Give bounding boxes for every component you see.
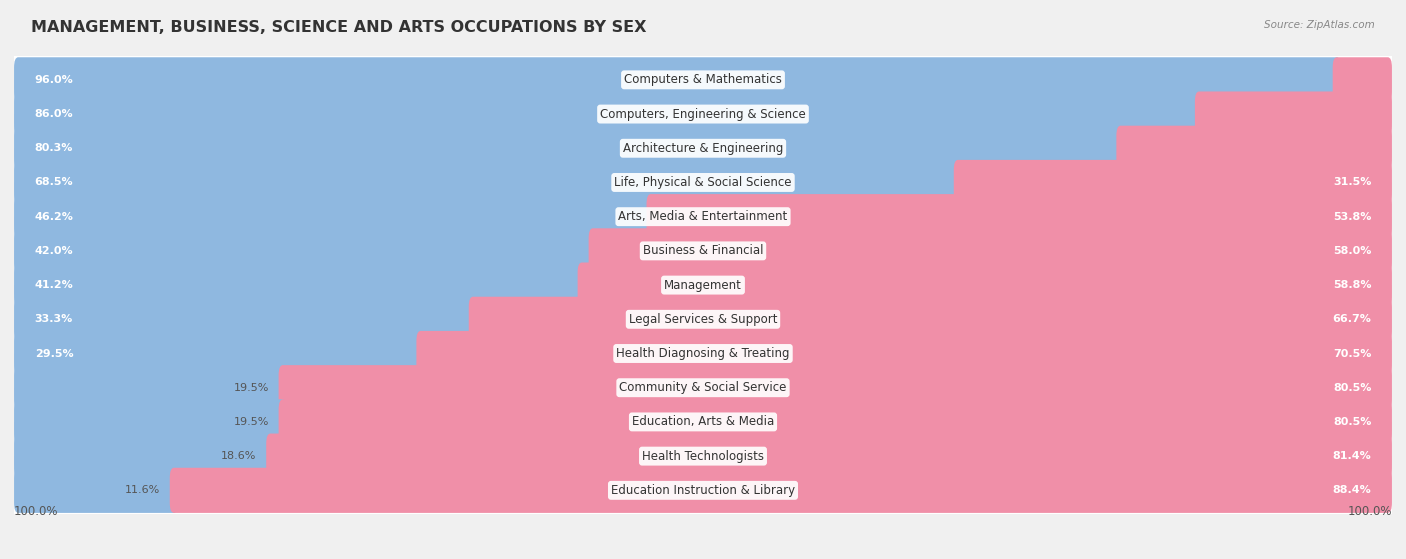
Text: Education, Arts & Media: Education, Arts & Media	[631, 415, 775, 428]
FancyBboxPatch shape	[0, 285, 1406, 353]
Text: Health Diagnosing & Treating: Health Diagnosing & Treating	[616, 347, 790, 360]
FancyBboxPatch shape	[0, 388, 1406, 456]
FancyBboxPatch shape	[14, 365, 287, 410]
FancyBboxPatch shape	[14, 92, 1204, 136]
Text: 58.8%: 58.8%	[1333, 280, 1371, 290]
FancyBboxPatch shape	[0, 353, 1406, 422]
Text: MANAGEMENT, BUSINESS, SCIENCE AND ARTS OCCUPATIONS BY SEX: MANAGEMENT, BUSINESS, SCIENCE AND ARTS O…	[31, 20, 647, 35]
Text: Business & Financial: Business & Financial	[643, 244, 763, 257]
Text: Education Instruction & Library: Education Instruction & Library	[612, 484, 794, 497]
FancyBboxPatch shape	[170, 468, 1392, 513]
FancyBboxPatch shape	[266, 434, 1392, 479]
Text: 86.0%: 86.0%	[35, 109, 73, 119]
FancyBboxPatch shape	[14, 228, 598, 273]
Text: 80.5%: 80.5%	[1333, 383, 1371, 393]
Text: 96.0%: 96.0%	[35, 75, 73, 85]
FancyBboxPatch shape	[14, 468, 179, 513]
Text: 58.0%: 58.0%	[1333, 246, 1371, 256]
FancyBboxPatch shape	[468, 297, 1392, 342]
FancyBboxPatch shape	[0, 148, 1406, 217]
FancyBboxPatch shape	[0, 114, 1406, 182]
FancyBboxPatch shape	[589, 228, 1392, 273]
FancyBboxPatch shape	[13, 463, 1393, 518]
Text: 31.5%: 31.5%	[1333, 177, 1371, 187]
FancyBboxPatch shape	[0, 251, 1406, 319]
FancyBboxPatch shape	[416, 331, 1392, 376]
Text: Computers & Mathematics: Computers & Mathematics	[624, 73, 782, 86]
Text: 18.6%: 18.6%	[221, 451, 256, 461]
Text: Source: ZipAtlas.com: Source: ZipAtlas.com	[1264, 20, 1375, 30]
Text: Management: Management	[664, 278, 742, 292]
FancyBboxPatch shape	[13, 86, 1393, 142]
FancyBboxPatch shape	[1195, 92, 1392, 136]
FancyBboxPatch shape	[13, 52, 1393, 107]
FancyBboxPatch shape	[14, 263, 586, 307]
Text: 19.5%: 19.5%	[233, 417, 269, 427]
Text: 33.3%: 33.3%	[35, 314, 73, 324]
FancyBboxPatch shape	[14, 297, 477, 342]
FancyBboxPatch shape	[647, 194, 1392, 239]
Text: 19.5%: 19.5%	[233, 383, 269, 393]
FancyBboxPatch shape	[1116, 126, 1392, 171]
FancyBboxPatch shape	[0, 80, 1406, 148]
Text: 100.0%: 100.0%	[1347, 505, 1392, 518]
Text: Arts, Media & Entertainment: Arts, Media & Entertainment	[619, 210, 787, 223]
Text: 46.2%: 46.2%	[35, 212, 73, 222]
Text: Life, Physical & Social Science: Life, Physical & Social Science	[614, 176, 792, 189]
FancyBboxPatch shape	[14, 331, 425, 376]
Text: 68.5%: 68.5%	[35, 177, 73, 187]
FancyBboxPatch shape	[14, 57, 1341, 102]
Text: 53.8%: 53.8%	[1333, 212, 1371, 222]
Text: 80.5%: 80.5%	[1333, 417, 1371, 427]
FancyBboxPatch shape	[578, 263, 1392, 307]
FancyBboxPatch shape	[14, 399, 287, 444]
FancyBboxPatch shape	[0, 46, 1406, 114]
FancyBboxPatch shape	[278, 365, 1392, 410]
FancyBboxPatch shape	[278, 399, 1392, 444]
Text: 66.7%: 66.7%	[1333, 314, 1371, 324]
FancyBboxPatch shape	[13, 292, 1393, 347]
FancyBboxPatch shape	[13, 121, 1393, 176]
Text: Architecture & Engineering: Architecture & Engineering	[623, 142, 783, 155]
FancyBboxPatch shape	[14, 160, 962, 205]
Text: 81.4%: 81.4%	[1333, 451, 1371, 461]
Text: 29.5%: 29.5%	[35, 348, 73, 358]
Text: 88.4%: 88.4%	[1333, 485, 1371, 495]
FancyBboxPatch shape	[13, 360, 1393, 415]
Text: 100.0%: 100.0%	[14, 505, 59, 518]
Text: 41.2%: 41.2%	[35, 280, 73, 290]
FancyBboxPatch shape	[13, 394, 1393, 449]
FancyBboxPatch shape	[0, 217, 1406, 285]
FancyBboxPatch shape	[13, 428, 1393, 484]
FancyBboxPatch shape	[14, 126, 1125, 171]
FancyBboxPatch shape	[14, 194, 655, 239]
FancyBboxPatch shape	[14, 434, 274, 479]
FancyBboxPatch shape	[13, 223, 1393, 278]
Text: 11.6%: 11.6%	[125, 485, 160, 495]
FancyBboxPatch shape	[0, 319, 1406, 388]
Text: 80.3%: 80.3%	[35, 143, 73, 153]
FancyBboxPatch shape	[0, 422, 1406, 490]
Text: Computers, Engineering & Science: Computers, Engineering & Science	[600, 107, 806, 121]
Text: 70.5%: 70.5%	[1333, 348, 1371, 358]
Text: Legal Services & Support: Legal Services & Support	[628, 313, 778, 326]
FancyBboxPatch shape	[953, 160, 1392, 205]
FancyBboxPatch shape	[1333, 57, 1392, 102]
FancyBboxPatch shape	[0, 182, 1406, 251]
FancyBboxPatch shape	[13, 189, 1393, 244]
FancyBboxPatch shape	[0, 456, 1406, 524]
FancyBboxPatch shape	[13, 155, 1393, 210]
FancyBboxPatch shape	[13, 326, 1393, 381]
Text: 42.0%: 42.0%	[35, 246, 73, 256]
Text: Community & Social Service: Community & Social Service	[619, 381, 787, 394]
Text: Health Technologists: Health Technologists	[643, 449, 763, 463]
Legend: Male, Female: Male, Female	[630, 558, 776, 559]
FancyBboxPatch shape	[13, 257, 1393, 313]
